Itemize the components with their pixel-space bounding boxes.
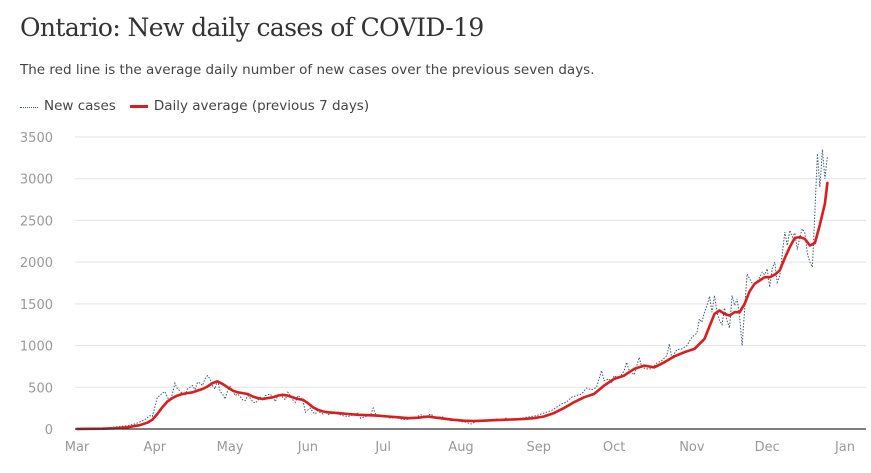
y-tick-label: 1000 bbox=[20, 340, 53, 355]
series-lines bbox=[75, 149, 829, 431]
legend-swatch-new-cases bbox=[20, 106, 38, 108]
x-tick-label: Jul bbox=[374, 440, 391, 455]
y-tick-label: 3500 bbox=[20, 131, 53, 146]
legend-label-new-cases: New cases bbox=[44, 98, 116, 114]
x-axis-ticks: Mar Apr May Jun Jul Aug Sep Oct Nov Dec Jan bbox=[65, 440, 855, 455]
y-tick-label: 2000 bbox=[20, 256, 53, 271]
x-tick-label: Sep bbox=[527, 440, 552, 455]
series-line-daily-average bbox=[75, 181, 829, 431]
x-tick-label: Dec bbox=[755, 440, 780, 455]
x-tick-label: Nov bbox=[679, 440, 705, 455]
x-tick-label: Aug bbox=[448, 440, 473, 455]
chart-subtitle: The red line is the average daily number… bbox=[20, 62, 595, 78]
x-tick-label: Jun bbox=[297, 440, 318, 455]
legend: New cases Daily average (previous 7 days… bbox=[20, 98, 369, 114]
y-tick-label: 3000 bbox=[20, 173, 53, 188]
x-tick-label: May bbox=[217, 440, 244, 455]
y-tick-label: 2500 bbox=[20, 214, 53, 229]
y-tick-label: 1500 bbox=[20, 298, 53, 313]
y-tick-label: 0 bbox=[45, 423, 53, 438]
x-tick-label: Mar bbox=[65, 440, 90, 455]
legend-label-daily-average: Daily average (previous 7 days) bbox=[153, 98, 370, 114]
x-tick-label: Apr bbox=[144, 440, 167, 455]
x-tick-label: Jan bbox=[834, 440, 855, 455]
x-tick-label: Oct bbox=[603, 440, 625, 455]
y-tick-label: 500 bbox=[28, 381, 53, 396]
gridlines bbox=[75, 136, 866, 388]
y-axis-ticks: 0 500 1000 1500 2000 2500 3000 3500 bbox=[20, 131, 53, 438]
legend-swatch-daily-average bbox=[129, 104, 148, 108]
chart-title: Ontario: New daily cases of COVID-19 bbox=[20, 13, 484, 42]
